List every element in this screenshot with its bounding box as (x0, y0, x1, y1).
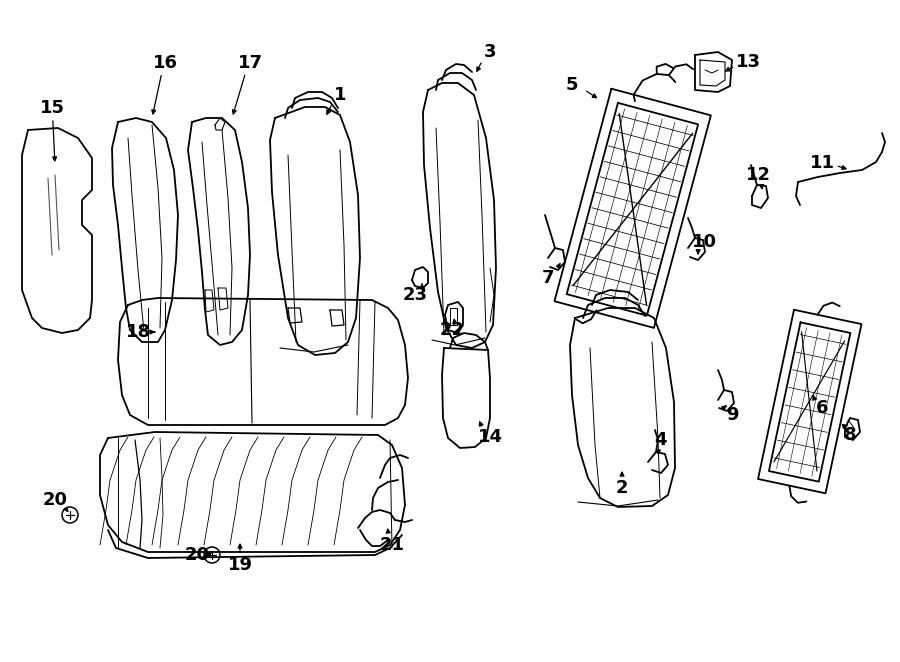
Text: 8: 8 (843, 426, 856, 444)
Text: 9: 9 (725, 406, 738, 424)
Text: 5: 5 (566, 76, 578, 94)
Text: 19: 19 (228, 556, 253, 574)
Text: 23: 23 (402, 286, 428, 304)
Text: 15: 15 (40, 99, 65, 117)
Text: 7: 7 (542, 269, 554, 287)
Text: 12: 12 (745, 166, 770, 184)
Text: 21: 21 (380, 536, 404, 554)
Text: 4: 4 (653, 431, 666, 449)
Text: 11: 11 (809, 154, 834, 172)
Text: 16: 16 (152, 54, 177, 72)
Text: 13: 13 (735, 53, 760, 71)
Text: 3: 3 (484, 43, 496, 61)
Text: 6: 6 (815, 399, 828, 417)
Text: 22: 22 (439, 321, 464, 339)
Text: 10: 10 (691, 233, 716, 251)
Text: 1: 1 (334, 86, 346, 104)
Text: 20: 20 (184, 546, 210, 564)
Text: 17: 17 (238, 54, 263, 72)
Text: 2: 2 (616, 479, 628, 497)
Text: 20: 20 (42, 491, 68, 509)
Text: 14: 14 (478, 428, 502, 446)
Text: 18: 18 (125, 323, 150, 341)
